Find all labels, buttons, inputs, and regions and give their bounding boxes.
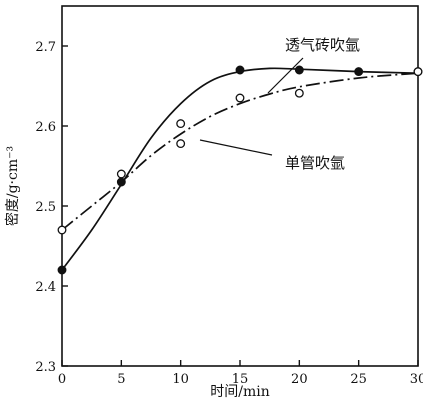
series-0-point <box>116 177 126 187</box>
series-1-point <box>176 139 186 149</box>
series-1-point <box>57 225 67 235</box>
series-curves <box>61 67 419 271</box>
x-tick-label: 20 <box>291 372 308 387</box>
series-points <box>57 65 423 275</box>
y-tick-label: 2.3 <box>35 360 56 375</box>
series-1-point <box>294 88 304 98</box>
series-1-point <box>413 67 423 77</box>
annotation-leader-0 <box>267 57 304 94</box>
series-0-point <box>235 65 245 75</box>
x-tick-label: 15 <box>232 372 249 387</box>
y-tick-label: 2.7 <box>35 40 56 55</box>
y-tick-label: 2.4 <box>35 280 56 295</box>
plot-frame <box>61 5 419 367</box>
y-tick-label: 2.6 <box>35 120 56 135</box>
x-tick-label: 5 <box>117 372 125 387</box>
series-0-point <box>57 265 67 275</box>
x-axis-ticks: 0 5 10 15 20 25 30 <box>58 360 423 387</box>
annotation-label-1: 单管吹氩 <box>285 154 345 172</box>
series-0-point <box>294 65 304 75</box>
x-axis-label: 时间/min <box>210 384 270 400</box>
y-tick-label: 2.5 <box>35 200 56 215</box>
annotation-label-0: 透气砖吹氩 <box>285 36 360 54</box>
y-axis-ticks: 2.3 2.4 2.5 2.6 2.7 <box>35 40 68 375</box>
x-tick-label: 0 <box>58 372 66 387</box>
series-curve-0 <box>61 67 419 271</box>
x-tick-label: 10 <box>172 372 189 387</box>
series-1-point <box>235 93 245 103</box>
series-0-point <box>354 67 364 77</box>
x-tick-label: 30 <box>410 372 423 387</box>
annotation-leader-1 <box>199 139 273 156</box>
y-axis-label: 密度/g·cm⁻³ <box>4 146 21 226</box>
series-1-point <box>176 119 186 129</box>
x-tick-label: 25 <box>350 372 367 387</box>
series-1-point <box>116 169 126 179</box>
series-curve-1 <box>61 72 419 231</box>
